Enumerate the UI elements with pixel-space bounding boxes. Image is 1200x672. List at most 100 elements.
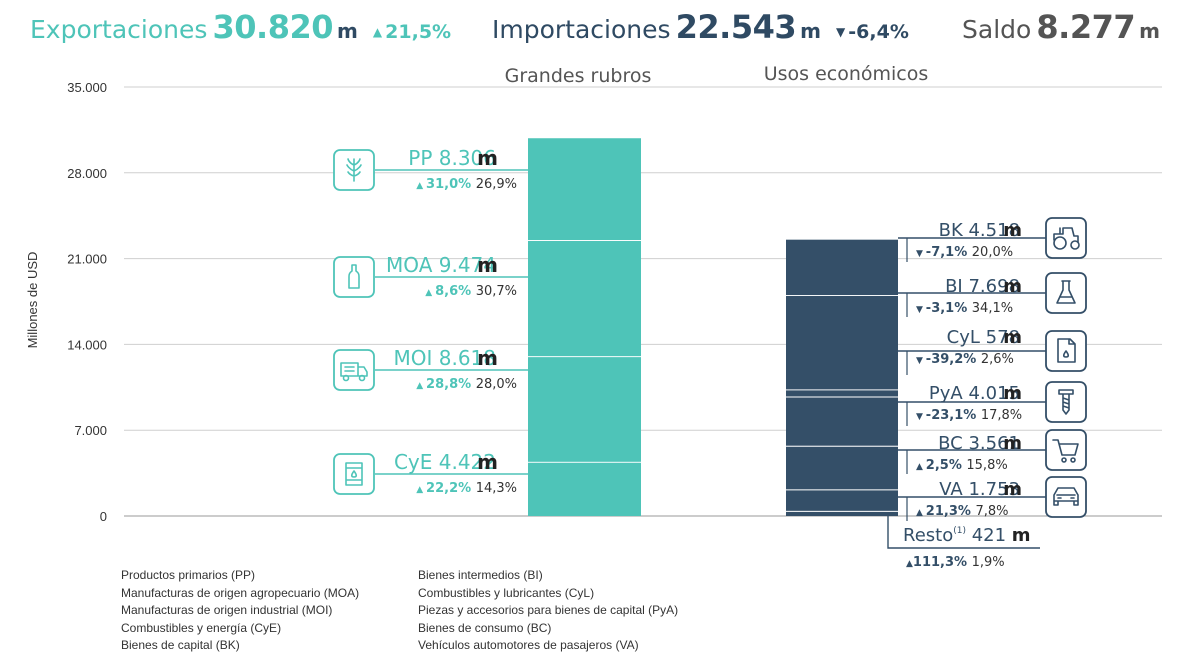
arrow-up-icon: ▲ [906, 559, 913, 569]
bar-segment-bk [786, 239, 898, 296]
imports-change: -6,4% [848, 21, 909, 43]
bar-segment-cyl [786, 389, 898, 397]
icon-frame [1045, 272, 1087, 314]
icon-frame [333, 256, 375, 298]
segment-share: 17,8% [981, 408, 1022, 423]
imports-value: 22.543 [675, 8, 797, 46]
segment-value-label: BK 4.518m [939, 220, 1022, 241]
bottle-icon [333, 256, 375, 298]
arrow-up-icon: ▲ [416, 181, 426, 191]
fuel-can-icon [1045, 330, 1087, 372]
leader-line [887, 516, 1040, 549]
bar-segment-pp [528, 138, 641, 241]
bar-segment-pya [786, 396, 898, 446]
segment-value-label: BC 3.561m [938, 433, 1022, 454]
icon-path [1070, 457, 1076, 463]
legend-item: Manufacturas de origen agropecuario (MOA… [121, 585, 360, 600]
arrow-down-icon: ▼ [916, 356, 926, 366]
balance-summary: Saldo 8.277 m [962, 8, 1160, 46]
arrow-down-icon: ▼ [916, 412, 926, 422]
segment-code: CyE 4.422 [394, 450, 496, 474]
segment-change: -7,1% [926, 245, 972, 260]
legend-item: Bienes de consumo (BC) [418, 620, 552, 635]
segment-share: 2,6% [981, 352, 1014, 367]
segment-change-label: ▲ 22,2% 14,3% [416, 481, 517, 496]
icon-path [1053, 487, 1079, 506]
legend-item: Piezas y accesorios para bienes de capit… [418, 603, 679, 617]
tractor-icon [1045, 217, 1087, 259]
arrow-up-icon: ▲ [916, 462, 926, 472]
segment-unit: m [477, 450, 498, 474]
bar-segment-resto [786, 510, 898, 516]
category-label: Usos económicos [764, 63, 929, 85]
bar-segment-cye [528, 461, 641, 516]
oil-barrel-icon [333, 453, 375, 495]
icon-path [1052, 439, 1079, 456]
arrow-up-icon: ▲ [425, 288, 435, 298]
y-tick-label: 14.000 [67, 337, 107, 352]
segment-value-label: CyE 4.422m [394, 450, 498, 474]
balance-value: 8.277 [1036, 8, 1136, 46]
icon-frame [1045, 429, 1087, 471]
segment-code: BI 7.698 [945, 276, 1020, 297]
arrow-down-icon: ▼ [836, 25, 846, 39]
segment-code: MOI 8.618 [393, 346, 496, 370]
segment-value-label: Resto(1) 421 m [903, 525, 1031, 546]
icon-path [346, 158, 362, 182]
segment-code: VA 1.753 [939, 479, 1020, 500]
segment-value-label: MOI 8.618m [393, 346, 498, 370]
icon-path [342, 374, 350, 382]
segment-code: BK 4.518 [939, 220, 1020, 241]
car-icon [1045, 476, 1087, 518]
segment-change-label: ▲ 21,3% 7,8% [916, 504, 1008, 519]
segment-value-label: BI 7.698m [945, 276, 1022, 297]
bar-segment-moa [528, 240, 641, 357]
segment-share: 15,8% [966, 458, 1007, 473]
legend-right: Bienes intermedios (BI) Combustibles y l… [418, 567, 678, 655]
balance-label: Saldo [962, 15, 1032, 44]
segment-value: 421 [966, 525, 1012, 546]
wheat-icon [333, 149, 375, 191]
segment-unit: m [1003, 433, 1022, 454]
screw-icon [1045, 381, 1087, 423]
segment-code: CyL 578 [947, 327, 1020, 348]
footnote-marker: (1) [953, 526, 966, 536]
balance-unit: m [1139, 19, 1160, 43]
bar-segment-bi [786, 295, 898, 390]
segment-unit: m [1003, 383, 1022, 404]
bar-segment-moi [528, 356, 641, 462]
exports-summary: Exportaciones 30.820 m ▲ 21,5% [30, 8, 451, 46]
bar-segment-va [786, 489, 898, 511]
icon-path [1056, 280, 1076, 304]
segment-unit: m [477, 253, 498, 277]
segment-change: 28,8% [426, 377, 476, 392]
segment-change: -39,2% [926, 352, 981, 367]
segment-value-label: CyL 578m [947, 327, 1022, 348]
segment-code: PyA 4.015 [929, 383, 1020, 404]
arrow-up-icon: ▲ [416, 485, 426, 495]
imports-summary: Importaciones 22.543 m ▼ -6,4% [492, 8, 909, 46]
segment-unit: m [1003, 479, 1022, 500]
segment-change: -23,1% [926, 408, 981, 423]
y-tick-label: 35.000 [67, 80, 107, 95]
segment-share: 30,7% [476, 284, 517, 299]
segment-change-label: ▼ -7,1% 20,0% [916, 245, 1013, 260]
segment-code: PP 8.306 [408, 146, 496, 170]
icon-path [340, 362, 368, 377]
exports-change: 21,5% [385, 21, 452, 43]
icon-path [1070, 240, 1080, 250]
shopping-cart-icon [1045, 429, 1087, 471]
segment-value-label: PP 8.306m [408, 146, 498, 170]
legend-item: Productos primarios (PP) [121, 568, 256, 582]
segment-unit: m [1003, 276, 1022, 297]
segment-change-label: ▲ 31,0% 26,9% [416, 177, 517, 192]
icon-frame [1045, 217, 1087, 259]
segment-share: 34,1% [972, 301, 1013, 316]
segment-change: 8,6% [435, 284, 476, 299]
icon-path [1053, 227, 1079, 243]
segment-share: 28,0% [476, 377, 517, 392]
segment-unit: m [1003, 327, 1022, 348]
truck-icon [333, 349, 375, 391]
icon-frame [1045, 476, 1087, 518]
arrow-up-icon: ▲ [416, 381, 426, 391]
